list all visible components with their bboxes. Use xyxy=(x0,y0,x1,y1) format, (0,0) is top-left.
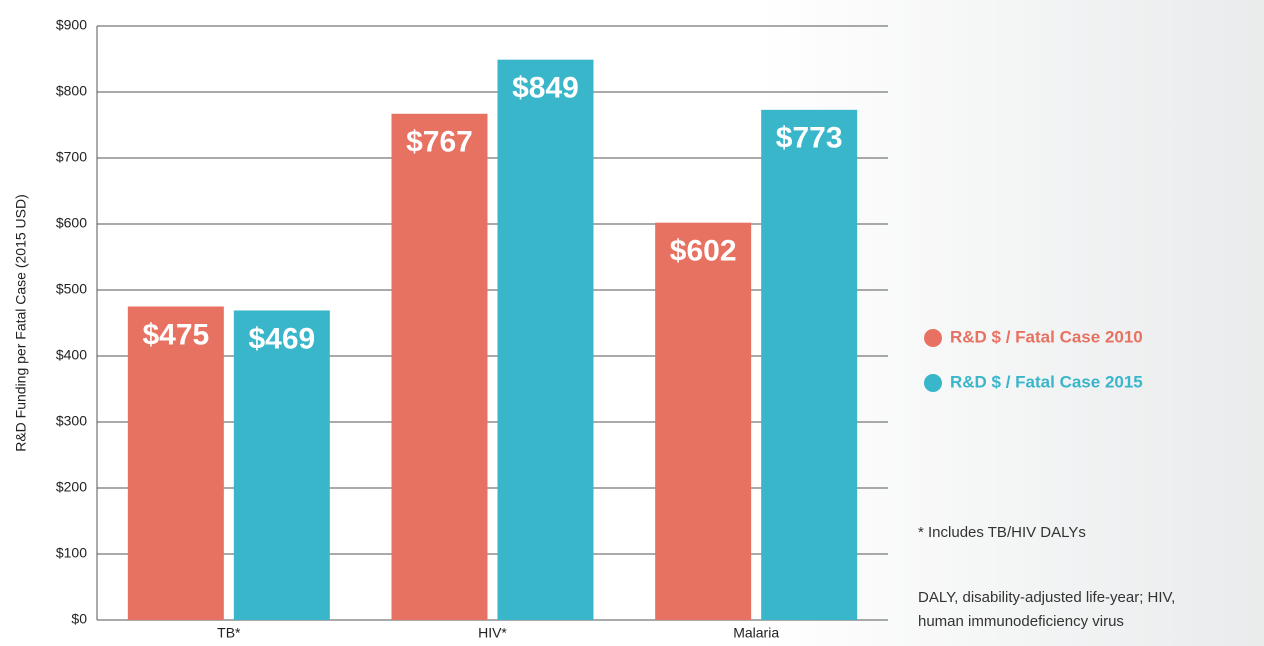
y-tick-label: $0 xyxy=(71,611,87,627)
bar xyxy=(761,109,858,620)
bar xyxy=(655,222,752,620)
annotation: human immunodeficiency virus xyxy=(918,613,1124,630)
legend-swatch xyxy=(924,329,942,347)
value-label: $773 xyxy=(776,122,843,155)
value-label: $767 xyxy=(406,126,473,159)
x-tick-label: TB* xyxy=(217,625,241,641)
annotation: DALY, disability-adjusted life-year; HIV… xyxy=(918,589,1175,606)
y-tick-label: $300 xyxy=(56,413,87,429)
bar xyxy=(233,310,330,620)
x-tick-label: Malaria xyxy=(733,625,779,641)
bar xyxy=(127,306,224,620)
y-axis-label: R&D Funding per Fatal Case (2015 USD) xyxy=(13,194,29,452)
annotation: * Includes TB/HIV DALYs xyxy=(918,524,1086,541)
legend-label: R&D $ / Fatal Case 2010 xyxy=(950,327,1143,346)
value-label: $602 xyxy=(670,235,737,268)
value-label: $469 xyxy=(248,322,315,355)
y-tick-label: $900 xyxy=(56,17,87,33)
legend-label: R&D $ / Fatal Case 2015 xyxy=(950,372,1143,391)
value-label: $849 xyxy=(512,72,579,105)
y-tick-label: $200 xyxy=(56,479,87,495)
y-tick-label: $700 xyxy=(56,149,87,165)
value-label: $475 xyxy=(142,318,209,351)
bar xyxy=(497,59,594,621)
y-tick-label: $600 xyxy=(56,215,87,231)
bar xyxy=(391,113,488,620)
legend-swatch xyxy=(924,374,942,392)
y-tick-label: $400 xyxy=(56,347,87,363)
y-tick-label: $100 xyxy=(56,545,87,561)
x-tick-label: HIV* xyxy=(478,625,507,641)
y-tick-label: $500 xyxy=(56,281,87,297)
y-tick-label: $800 xyxy=(56,83,87,99)
